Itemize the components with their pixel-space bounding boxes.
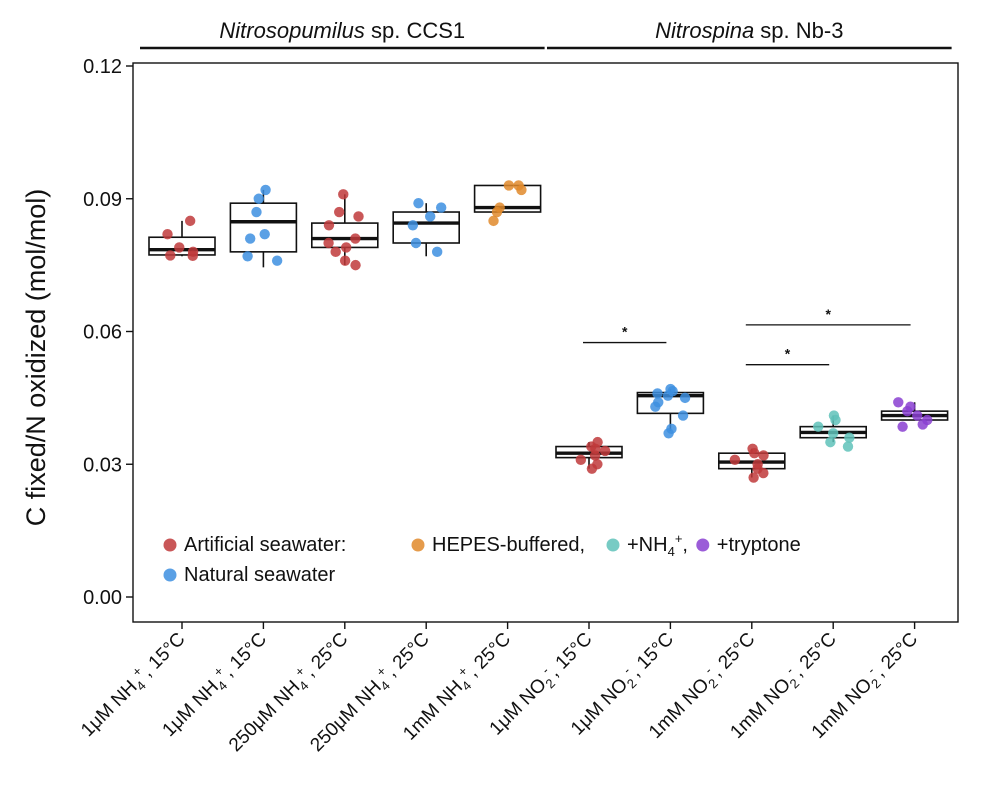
data-point bbox=[333, 206, 345, 218]
data-point bbox=[758, 467, 769, 479]
data-point bbox=[187, 250, 198, 262]
data-point bbox=[827, 428, 839, 439]
data-point bbox=[271, 255, 283, 266]
box-1 bbox=[229, 189, 298, 268]
significance-layer: * * * bbox=[583, 306, 911, 366]
data-point bbox=[435, 202, 447, 213]
data-point bbox=[825, 436, 836, 448]
plot-border bbox=[132, 62, 959, 623]
points-layer bbox=[162, 180, 933, 483]
data-point bbox=[330, 246, 341, 258]
data-point bbox=[323, 237, 334, 249]
box-iqr bbox=[229, 202, 298, 253]
data-point bbox=[813, 421, 824, 432]
data-point bbox=[174, 242, 185, 253]
data-point bbox=[244, 233, 256, 244]
significance-star: * bbox=[785, 346, 791, 362]
data-point bbox=[251, 206, 262, 218]
data-point bbox=[350, 259, 361, 271]
box-2 bbox=[310, 194, 379, 266]
data-point bbox=[516, 184, 527, 196]
data-point bbox=[662, 390, 674, 401]
data-point bbox=[410, 237, 422, 249]
legend-label: HEPES-buffered, bbox=[432, 534, 585, 556]
data-point bbox=[413, 197, 424, 209]
data-point bbox=[425, 211, 436, 222]
y-tick-label: 0.06 bbox=[83, 322, 122, 344]
data-point bbox=[184, 215, 196, 227]
legend-swatch bbox=[606, 538, 620, 552]
data-point bbox=[323, 220, 335, 231]
y-axis: 0.00 0.03 0.06 0.09 0.12 C fixed/N oxidized (… bbox=[21, 56, 133, 609]
data-point bbox=[242, 251, 253, 262]
box-3 bbox=[392, 203, 461, 257]
y-tick-label: 0.03 bbox=[83, 454, 122, 476]
group-header-label: Nitrospina sp. Nb-3 bbox=[655, 18, 843, 43]
data-point bbox=[589, 450, 601, 461]
data-point bbox=[917, 419, 928, 430]
data-point bbox=[830, 414, 841, 426]
box-iqr bbox=[392, 211, 461, 244]
data-point bbox=[912, 410, 923, 421]
group-header-label: Nitrosopumilus sp. CCS1 bbox=[219, 18, 465, 43]
data-point bbox=[350, 233, 361, 244]
data-point bbox=[260, 184, 271, 196]
legend-label: +tryptone bbox=[717, 534, 801, 556]
group-headers: Nitrosopumilus sp. CCS1 Nitrospina sp. Nb… bbox=[140, 18, 952, 50]
data-point bbox=[165, 250, 176, 261]
data-point bbox=[758, 450, 769, 461]
data-point bbox=[652, 388, 663, 399]
legend-label: Natural seawater bbox=[184, 564, 336, 586]
data-point bbox=[503, 180, 515, 191]
data-point bbox=[893, 397, 904, 408]
boxes-layer bbox=[148, 184, 949, 478]
legend-swatch bbox=[411, 538, 425, 552]
data-point bbox=[253, 193, 264, 204]
plot-area bbox=[132, 62, 959, 623]
data-point bbox=[679, 392, 691, 404]
y-tick-label: 0.00 bbox=[83, 587, 122, 609]
data-point bbox=[844, 432, 855, 443]
data-point bbox=[749, 447, 760, 459]
data-point bbox=[677, 410, 689, 421]
y-tick-label: 0.12 bbox=[83, 56, 122, 78]
significance-star: * bbox=[825, 306, 831, 322]
data-point bbox=[353, 211, 364, 222]
data-point bbox=[650, 401, 661, 412]
legend-label: Artificial seawater: bbox=[184, 534, 346, 556]
data-point bbox=[575, 454, 587, 466]
data-point bbox=[407, 220, 419, 231]
data-point bbox=[897, 421, 908, 432]
legend-swatch bbox=[163, 568, 177, 582]
significance-star: * bbox=[622, 324, 628, 340]
data-point bbox=[339, 255, 351, 266]
data-point bbox=[491, 206, 503, 218]
data-point bbox=[488, 215, 499, 227]
data-point bbox=[599, 445, 611, 457]
data-point bbox=[259, 228, 270, 240]
data-point bbox=[338, 189, 349, 200]
legend-swatch bbox=[163, 538, 177, 552]
y-tick-label: 0.09 bbox=[83, 189, 122, 211]
data-point bbox=[729, 454, 741, 466]
data-point bbox=[341, 242, 352, 253]
data-point bbox=[902, 405, 913, 417]
y-axis-title: C fixed/N oxidized (mol/mol) bbox=[21, 189, 51, 527]
data-point bbox=[663, 428, 674, 439]
data-point bbox=[842, 441, 854, 452]
data-point bbox=[431, 246, 443, 258]
legend: Artificial seawater: HEPES-buffered, +NH4+… bbox=[163, 531, 801, 586]
data-point bbox=[748, 472, 759, 483]
data-point bbox=[586, 463, 598, 474]
data-point bbox=[162, 228, 173, 240]
legend-swatch bbox=[696, 538, 710, 552]
legend-label: +NH4+, bbox=[627, 531, 688, 559]
